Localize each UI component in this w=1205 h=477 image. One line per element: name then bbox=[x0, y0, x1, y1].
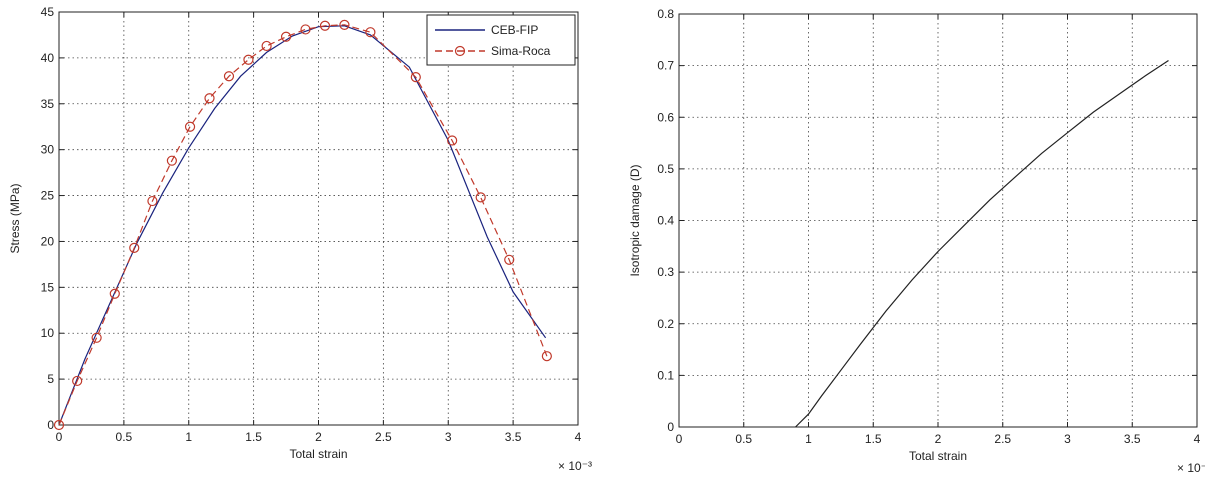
chart-2-x-axis-label: Total strain bbox=[909, 449, 967, 463]
chart-1-x-tick-label: 2.5 bbox=[375, 430, 392, 444]
chart-1-y-tick-label: 40 bbox=[41, 51, 55, 65]
chart-2-y-tick-label: 0.4 bbox=[657, 214, 674, 228]
chart-1-y-tick-label: 5 bbox=[47, 372, 54, 386]
chart-2-x-tick-label: 4 bbox=[1194, 432, 1201, 446]
chart-2-y-tick-label: 0.3 bbox=[657, 265, 674, 279]
chart-1-x-multiplier-label: × 10⁻³ bbox=[558, 459, 592, 473]
chart-1-series-line-ceb-fip bbox=[58, 25, 547, 426]
chart-2-y-tick-label: 0 bbox=[667, 420, 674, 434]
chart-1-data-point bbox=[339, 19, 350, 30]
chart-1-data-point bbox=[129, 242, 140, 253]
chart-1-data-point bbox=[365, 27, 376, 38]
chart-1-x-tick-label: 3.5 bbox=[505, 430, 522, 444]
chart-2-y-tick-label: 0.2 bbox=[657, 317, 674, 331]
chart-1-x-tick-label: 2 bbox=[315, 430, 322, 444]
chart-2-y-tick-label: 0.1 bbox=[657, 368, 674, 382]
chart-2-x-tick-label: 0 bbox=[676, 432, 683, 446]
chart-2-x-tick-label: 0.5 bbox=[735, 432, 752, 446]
chart-1-data-point bbox=[53, 419, 65, 431]
chart-2-y-axis-label: Isotropic damage (D) bbox=[628, 164, 642, 276]
chart-1-y-tick-label: 35 bbox=[41, 97, 55, 111]
chart-2-x-tick-label: 3.5 bbox=[1124, 432, 1141, 446]
chart-1-y-tick-label: 10 bbox=[41, 326, 55, 340]
chart-1-data-point bbox=[300, 24, 311, 35]
chart-2-y-tick-label: 0.7 bbox=[657, 59, 674, 73]
chart-1-legend-box bbox=[426, 14, 576, 66]
chart-1-data-point bbox=[541, 351, 552, 362]
chart-2-x-tick-label: 2 bbox=[935, 432, 942, 446]
chart-1-y-tick-label: 15 bbox=[41, 280, 55, 294]
chart-1-legend-label: CEB-FIP bbox=[491, 23, 538, 37]
chart-1-x-tick-label: 0 bbox=[56, 430, 63, 444]
chart-2-y-tick-label: 0.6 bbox=[657, 110, 674, 124]
chart-1-data-point bbox=[204, 93, 215, 104]
chart-1-legend-marker bbox=[454, 45, 466, 57]
chart-1-x-axis-label: Total strain bbox=[289, 447, 347, 461]
chart-2-y-tick-label: 0.8 bbox=[657, 7, 674, 21]
chart-2-y-tick-label: 0.5 bbox=[657, 162, 674, 176]
chart-1-data-point bbox=[166, 155, 177, 166]
damage-strain-chart: 0 0.5 1 1.5 2 2.5 3 3.5 4 0 0.1 0.2 0.3 0.4 0.5 0.6 0.7 0… bbox=[628, 7, 1205, 475]
chart-1-data-point bbox=[109, 288, 120, 299]
chart-1-data-point bbox=[91, 332, 102, 343]
chart-1-x-tick-label: 4 bbox=[575, 430, 582, 444]
chart-2-x-multiplier-label: × 10⁻³ bbox=[1177, 461, 1205, 475]
chart-1-data-point bbox=[504, 254, 515, 265]
chart-1-data-point bbox=[72, 375, 83, 387]
chart-1-x-tick-label: 0.5 bbox=[116, 430, 133, 444]
chart-1-data-point bbox=[147, 195, 158, 207]
chart-1-data-point bbox=[243, 54, 254, 65]
chart-1-data-point bbox=[475, 192, 486, 203]
chart-1-x-tick-label: 3 bbox=[445, 430, 452, 444]
chart-1-y-tick-label: 0 bbox=[47, 418, 54, 432]
chart-1-y-axis-label: Stress (MPa) bbox=[8, 183, 22, 253]
chart-2-x-tick-label: 3 bbox=[1064, 432, 1071, 446]
chart-2-x-tick-label: 2.5 bbox=[994, 432, 1011, 446]
chart-1-data-point bbox=[184, 121, 196, 132]
chart-1-data-point bbox=[319, 20, 331, 31]
chart-2-x-tick-label: 1 bbox=[805, 432, 812, 446]
chart-1-legend-label: Sima-Roca bbox=[491, 44, 551, 58]
chart-1-y-tick-label: 20 bbox=[41, 234, 55, 248]
chart-1-y-tick-label: 25 bbox=[41, 189, 55, 203]
chart-1-x-tick-label: 1 bbox=[185, 430, 192, 444]
chart-1-x-tick-label: 1.5 bbox=[245, 430, 262, 444]
chart-2-x-tick-label: 1.5 bbox=[865, 432, 882, 446]
chart-1-data-point bbox=[261, 40, 272, 52]
chart-2-series-line-1 bbox=[795, 59, 1169, 428]
chart-1-data-point bbox=[410, 72, 421, 83]
chart-1-y-tick-label: 45 bbox=[41, 5, 55, 19]
chart-1-data-point bbox=[447, 135, 458, 146]
chart-1-series-line-sima-roca bbox=[58, 24, 548, 426]
chart-1-data-point bbox=[223, 71, 235, 82]
chart-1-y-tick-label: 30 bbox=[41, 143, 55, 157]
stress-strain-chart: 0 0.5 1 1.5 2 2.5 3 3.5 4051015202530354045Total… bbox=[8, 5, 592, 473]
chart-1-data-point bbox=[280, 31, 292, 42]
